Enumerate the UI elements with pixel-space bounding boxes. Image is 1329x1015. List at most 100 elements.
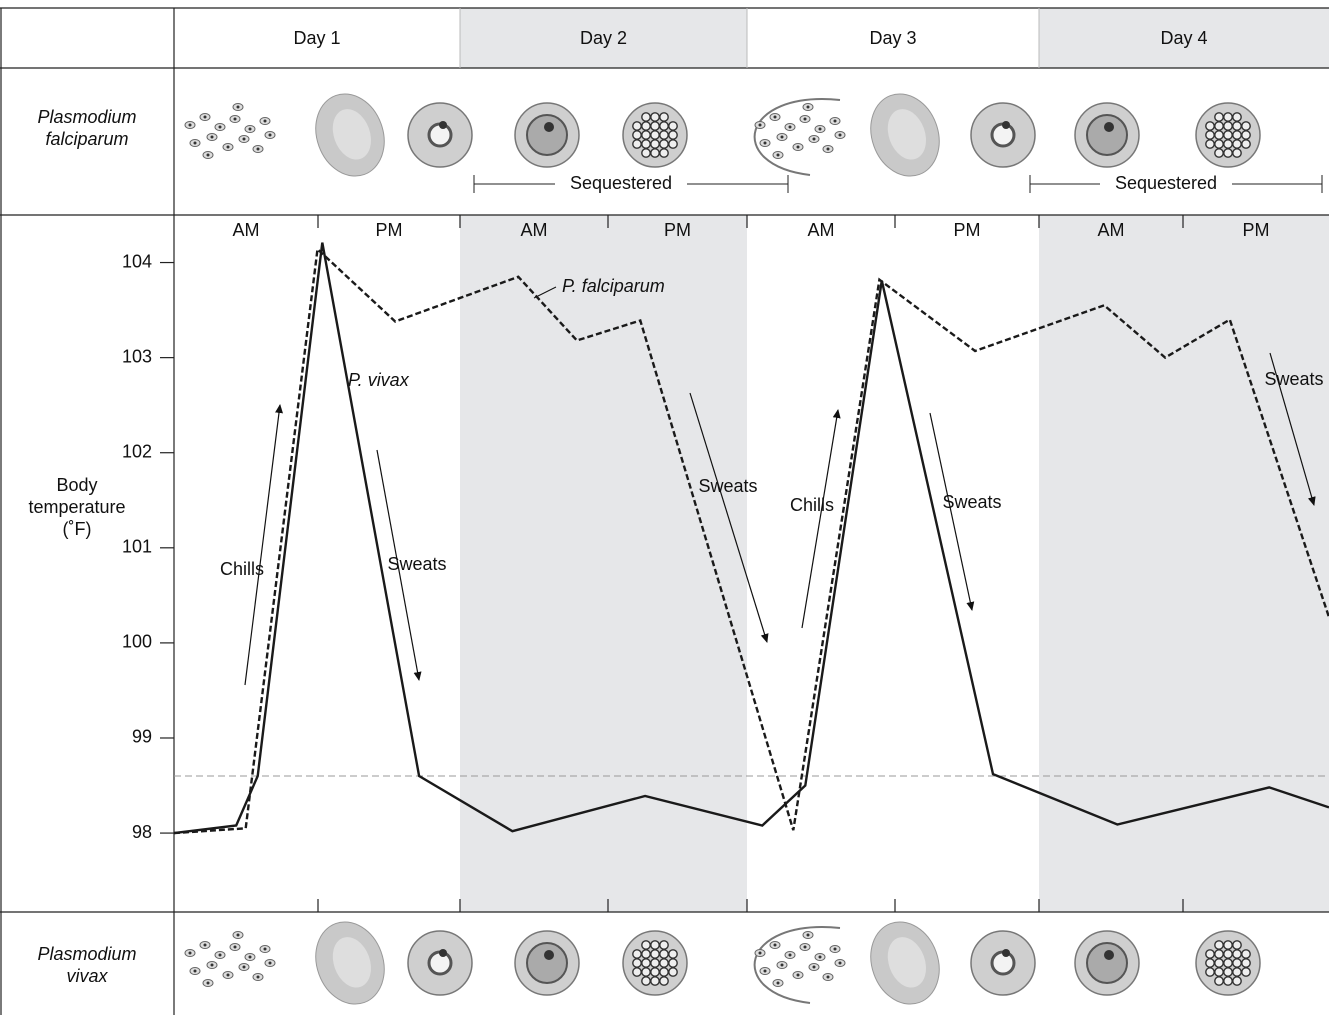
schizont-merozoite [650,958,660,968]
series-line [173,242,1329,835]
schizont-merozoite [668,130,678,140]
arrow [244,404,283,686]
merozoite-nucleus [210,963,214,967]
merozoite-nucleus [818,127,822,131]
annotation: Sweats [698,476,757,496]
trophozoite [526,942,568,984]
merozoite-nucleus [206,153,210,157]
merozoite-nucleus [206,981,210,985]
y-tick-label: 100 [122,632,152,652]
merozoite-nucleus [236,105,240,109]
trophozoite-core [544,950,554,960]
schizont-merozoite [650,949,660,959]
merozoite-nucleus [812,137,816,141]
schizont-merozoite [1223,976,1233,986]
trophozoite [526,114,568,156]
merozoite-nucleus [203,943,207,947]
schizont-merozoite [632,949,642,959]
ring-dot [1002,949,1010,957]
schizont-merozoite [1205,121,1215,131]
y-tick-label: 103 [122,346,152,366]
cell-icon [514,102,580,168]
y-axis-label: Body [56,475,97,495]
row-label: vivax [66,966,108,986]
merozoite-nucleus [803,117,807,121]
schizont-merozoite [1241,949,1251,959]
merozoite-nucleus [776,981,780,985]
schizont-merozoite [1214,121,1224,131]
annotation: P. vivax [348,370,410,390]
cell-membrane [753,98,841,176]
schizont-merozoite [641,967,651,977]
cell-icon [970,930,1036,996]
merozoite-nucleus [226,973,230,977]
schizont-merozoite [659,940,669,950]
red-cell-center [887,109,926,160]
schizont-merozoite [650,139,660,149]
cell-icon [622,930,688,996]
merozoite-nucleus [242,137,246,141]
schizont-merozoite [659,112,669,122]
ring-dot [439,121,447,129]
schizont-merozoite [650,121,660,131]
day-shade [460,8,747,68]
merozoite-nucleus [268,961,272,965]
row-label: Plasmodium [37,944,136,964]
merozoite-nucleus [248,127,252,131]
schizont-merozoite [1214,130,1224,140]
merozoite-nucleus [236,933,240,937]
merozoite-nucleus [833,947,837,951]
red-cell-center [887,937,926,988]
merozoite-nucleus [838,133,842,137]
schizont-merozoite [1241,121,1251,131]
y-axis-label: (˚F) [63,519,92,539]
schizont-merozoite [632,958,642,968]
schizont-merozoite [641,139,651,149]
schizont-merozoite [1205,958,1215,968]
merozoite-nucleus [833,119,837,123]
cell-icon [184,931,276,987]
merozoite-nucleus [263,947,267,951]
merozoite-nucleus [233,117,237,121]
merozoite-nucleus [188,951,192,955]
cell-icon [870,93,940,177]
merozoite-nucleus [218,125,222,129]
schizont-merozoite [1232,958,1242,968]
schizont-merozoite [668,949,678,959]
merozoite-nucleus [248,955,252,959]
schizont-merozoite [1205,139,1215,149]
cell-icon [1074,102,1140,168]
merozoite-nucleus [233,945,237,949]
cell-icon [1074,930,1140,996]
arrow [1269,352,1316,506]
cell-icon [753,98,846,176]
schizont-merozoite [1232,130,1242,140]
schizont-merozoite [1223,130,1233,140]
arrow [929,412,975,611]
merozoite-nucleus [806,105,810,109]
schizont-merozoite [659,139,669,149]
schizont-merozoite [1232,121,1242,131]
merozoite-nucleus [838,961,842,965]
schizont-merozoite [668,139,678,149]
schizont-merozoite [650,112,660,122]
merozoite-nucleus [256,975,260,979]
schizont-merozoite [650,148,660,158]
trophozoite-core [1104,122,1114,132]
annotation: Sweats [942,492,1001,512]
arrow [689,392,769,643]
merozoite-nucleus [773,115,777,119]
day-shade [460,215,747,912]
schizont-merozoite [1241,130,1251,140]
annotation: Sweats [387,554,446,574]
period-label: PM [1243,220,1270,240]
merozoite-nucleus [826,975,830,979]
schizont-merozoite [1214,976,1224,986]
cell-icon [514,930,580,996]
merozoite-nucleus [188,123,192,127]
y-tick-label: 99 [132,727,152,747]
sequestered-label: Sequestered [570,173,672,193]
merozoite-nucleus [263,119,267,123]
y-tick-label: 98 [132,822,152,842]
